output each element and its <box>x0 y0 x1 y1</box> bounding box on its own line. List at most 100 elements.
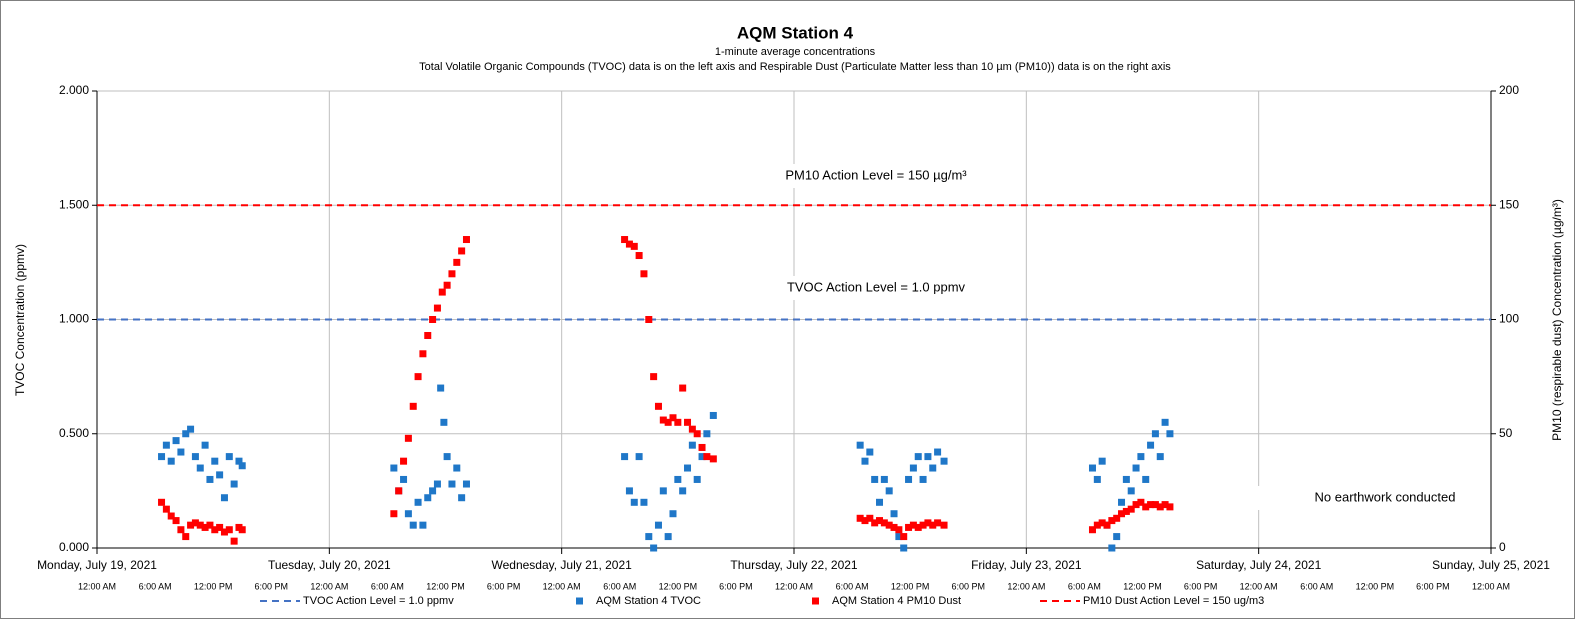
data-point <box>1151 430 1159 438</box>
annotation-background <box>746 276 1006 300</box>
data-point <box>900 533 908 541</box>
data-point <box>429 316 437 323</box>
data-point <box>621 453 629 461</box>
x-tick-label: Wednesday, July 21, 2021 <box>492 558 633 572</box>
data-point <box>400 457 408 465</box>
data-point <box>645 316 653 323</box>
data-point <box>458 247 466 255</box>
data-point <box>419 350 427 358</box>
data-point <box>177 526 185 534</box>
data-point <box>162 441 170 449</box>
data-point <box>437 384 445 392</box>
x-minor-tick-label: 6:00 PM <box>254 581 288 591</box>
data-point <box>196 521 204 529</box>
chart-subtitle: Total Volatile Organic Compounds (TVOC) … <box>419 61 1171 73</box>
data-point <box>216 523 224 531</box>
data-point <box>890 510 898 518</box>
data-point <box>453 464 461 472</box>
data-point <box>238 526 246 534</box>
data-point <box>172 517 180 525</box>
data-point <box>871 475 879 483</box>
data-point <box>890 523 898 531</box>
data-point <box>1166 430 1174 438</box>
x-minor-tick-label: 6:00 AM <box>139 581 172 591</box>
y2-tick-label: 100 <box>1499 312 1519 326</box>
x-minor-tick-label: 12:00 AM <box>775 581 813 591</box>
data-point <box>429 487 437 495</box>
data-point <box>905 475 913 483</box>
data-point <box>885 487 893 495</box>
data-point <box>861 457 869 465</box>
data-point <box>158 498 166 506</box>
data-point <box>201 523 209 531</box>
data-point <box>419 521 427 529</box>
x-minor-tick-label: 6:00 AM <box>1300 581 1333 591</box>
x-minor-tick-label: 12:00 AM <box>543 581 581 591</box>
data-point <box>453 258 461 266</box>
data-point <box>880 519 888 527</box>
data-point <box>900 544 908 552</box>
data-point <box>1122 475 1130 483</box>
data-point <box>709 411 717 419</box>
data-point <box>167 512 175 520</box>
x-tick-label: Friday, July 23, 2021 <box>971 558 1082 572</box>
data-point <box>225 526 233 534</box>
data-point <box>635 453 643 461</box>
data-point <box>187 425 195 433</box>
data-point <box>191 519 199 527</box>
data-point <box>1098 457 1106 465</box>
data-point <box>630 498 638 506</box>
x-minor-tick-label: 12:00 PM <box>1356 581 1395 591</box>
data-point <box>448 480 456 488</box>
data-point <box>1103 521 1111 529</box>
data-point <box>238 462 246 470</box>
data-point <box>448 270 456 278</box>
data-point <box>940 521 948 529</box>
data-point <box>1098 519 1106 527</box>
y-axis-label: TVOC Concentration (ppmv) <box>13 244 27 396</box>
data-point <box>424 331 432 339</box>
data-point <box>172 437 180 445</box>
annotation-background <box>1255 486 1515 510</box>
data-point <box>669 510 677 518</box>
data-point <box>645 533 653 541</box>
data-point <box>211 457 219 465</box>
data-point <box>703 430 711 438</box>
data-point <box>443 453 451 461</box>
legend-label: AQM Station 4 PM10 Dust <box>832 595 961 607</box>
y2-tick-label: 200 <box>1499 83 1519 97</box>
data-point <box>693 475 701 483</box>
x-minor-tick-label: 12:00 PM <box>194 581 233 591</box>
data-point <box>1108 517 1116 525</box>
data-point <box>929 521 937 529</box>
data-point <box>679 384 687 392</box>
data-point <box>1137 453 1145 461</box>
data-point <box>914 453 922 461</box>
data-point <box>1127 487 1135 495</box>
data-point <box>866 448 874 456</box>
data-point <box>1093 521 1101 529</box>
chart-subtitle: 1-minute average concentrations <box>715 46 876 58</box>
y-tick-label: 1.000 <box>59 312 89 326</box>
y-tick-label: 2.000 <box>59 83 89 97</box>
x-minor-tick-label: 12:00 AM <box>310 581 348 591</box>
data-point <box>1156 453 1164 461</box>
data-point <box>876 498 884 506</box>
data-point <box>211 526 219 534</box>
x-minor-tick-label: 6:00 AM <box>603 581 636 591</box>
data-point <box>1161 501 1169 509</box>
y2-axis-label: PM10 (respirable dust) Concentration (µg… <box>1550 199 1564 441</box>
data-point <box>934 448 942 456</box>
data-point <box>1113 514 1121 522</box>
data-point <box>885 521 893 529</box>
x-minor-tick-label: 6:00 PM <box>951 581 985 591</box>
data-point <box>674 475 682 483</box>
y-tick-label: 0.000 <box>59 540 89 554</box>
x-minor-tick-label: 12:00 AM <box>1240 581 1278 591</box>
legend-label: AQM Station 4 TVOC <box>596 595 701 607</box>
data-point <box>1147 441 1155 449</box>
data-point <box>235 457 243 465</box>
data-point <box>1151 501 1159 509</box>
x-minor-tick-label: 6:00 AM <box>371 581 404 591</box>
data-point <box>693 430 701 438</box>
